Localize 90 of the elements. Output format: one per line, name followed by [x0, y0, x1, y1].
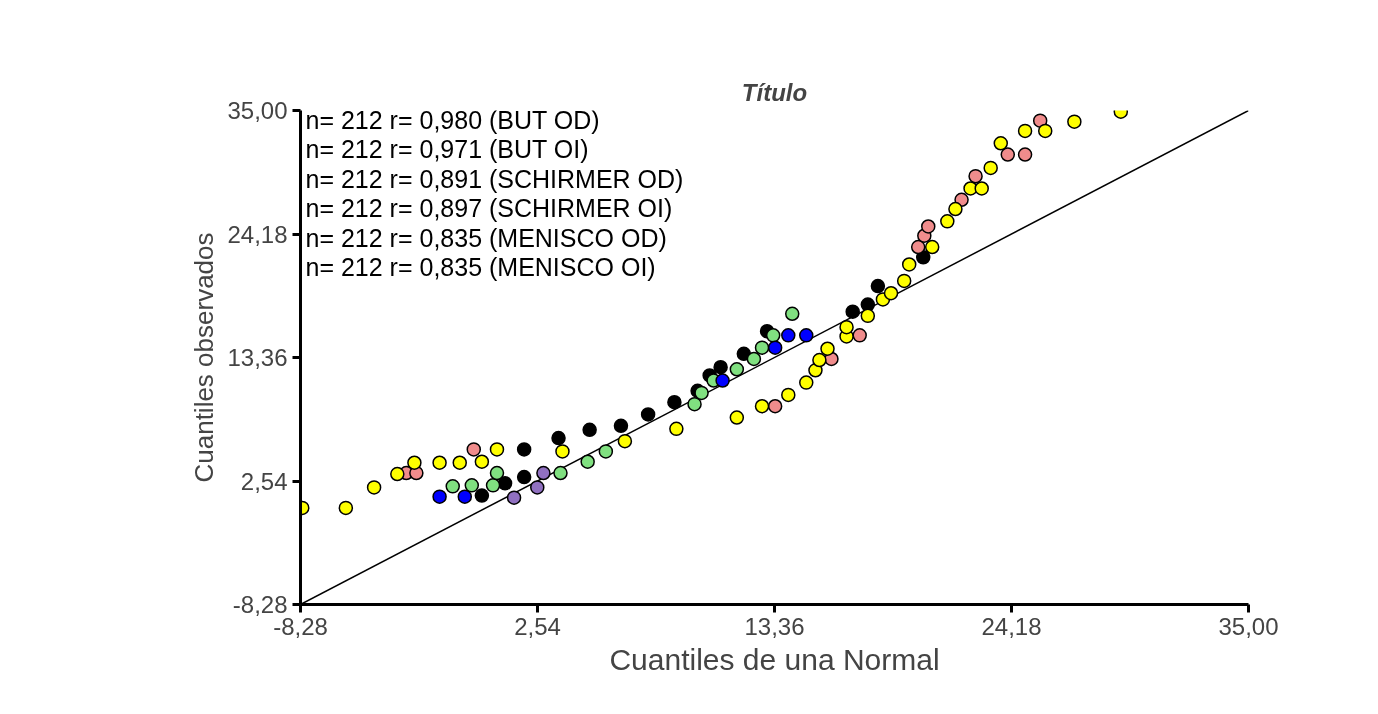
y-axis-title: Cuantiles observados [189, 232, 220, 483]
point [883, 286, 899, 301]
x-tick-label: 24,18 [981, 612, 1042, 640]
point [948, 201, 963, 217]
point [466, 442, 482, 457]
point [940, 214, 955, 229]
point [754, 399, 770, 414]
point [582, 422, 597, 438]
point [820, 341, 835, 356]
y-tick-label: 13,36 [227, 344, 288, 371]
point [516, 469, 532, 485]
point [715, 373, 730, 388]
point [767, 399, 783, 414]
y-tick-label: 2,54 [240, 467, 288, 495]
point [784, 306, 800, 322]
point [457, 489, 473, 504]
point [687, 396, 702, 412]
point [767, 340, 783, 355]
point [921, 219, 936, 234]
point [910, 239, 926, 255]
point [896, 273, 912, 289]
point [713, 359, 728, 375]
point [860, 308, 876, 324]
x-tick-label: 2,54 [514, 612, 561, 640]
point [580, 454, 595, 469]
point [555, 444, 570, 459]
point [390, 466, 405, 482]
point [489, 442, 505, 457]
point [799, 375, 814, 390]
point [1017, 123, 1033, 139]
annotation: n= 212 r= 0,980 (BUT OD) [305, 105, 600, 134]
point [445, 479, 460, 494]
chart-title: Título [741, 78, 808, 106]
point [870, 278, 886, 294]
point [598, 444, 614, 459]
point [729, 410, 745, 425]
x-tick-label: 35,00 [1218, 612, 1279, 640]
point [983, 160, 998, 176]
point [729, 362, 745, 377]
point [799, 328, 814, 343]
point [640, 407, 656, 422]
point [845, 304, 860, 319]
point [474, 454, 490, 469]
point [613, 418, 629, 433]
annotation: n= 212 r= 0,891 (SCHIRMER OD) [305, 164, 684, 193]
point [1017, 147, 1033, 162]
point [781, 387, 796, 403]
y-tick-label: 35,00 [227, 97, 288, 124]
x-axis-title: Cuantiles de una Normal [609, 642, 940, 676]
point [366, 480, 382, 495]
point [993, 136, 1009, 151]
x-tick-label: 13,36 [744, 612, 805, 640]
point [474, 488, 490, 503]
point [1037, 123, 1053, 139]
point [432, 489, 447, 504]
point [1067, 114, 1082, 129]
point [407, 455, 422, 470]
point [617, 433, 633, 449]
point [553, 465, 568, 481]
point [754, 340, 770, 355]
point [1000, 147, 1016, 162]
point [485, 478, 501, 493]
point [338, 500, 354, 516]
point [432, 455, 447, 470]
point [694, 385, 709, 401]
point [812, 352, 827, 368]
point [516, 442, 532, 457]
point [765, 328, 781, 343]
point [489, 465, 505, 481]
annotation: n= 212 r= 0,835 (MENISCO OD) [305, 223, 667, 252]
point [506, 490, 522, 505]
point [551, 430, 566, 446]
point [669, 421, 684, 437]
point [536, 465, 551, 481]
point [924, 239, 940, 255]
point [901, 257, 917, 272]
annotation: n= 212 r= 0,835 (MENISCO OI) [305, 253, 656, 281]
point [839, 319, 854, 335]
point [781, 328, 796, 343]
y-tick-label: 24,18 [227, 220, 288, 248]
point [530, 480, 545, 495]
point [968, 168, 983, 184]
point [852, 328, 867, 343]
point [746, 351, 762, 367]
point [452, 455, 467, 470]
annotation: n= 212 r= 0,971 (BUT OI) [305, 135, 589, 163]
point [667, 394, 682, 410]
point [974, 181, 989, 196]
point [464, 478, 480, 493]
annotation: n= 212 r= 0,897 (SCHIRMER OI) [305, 194, 673, 222]
